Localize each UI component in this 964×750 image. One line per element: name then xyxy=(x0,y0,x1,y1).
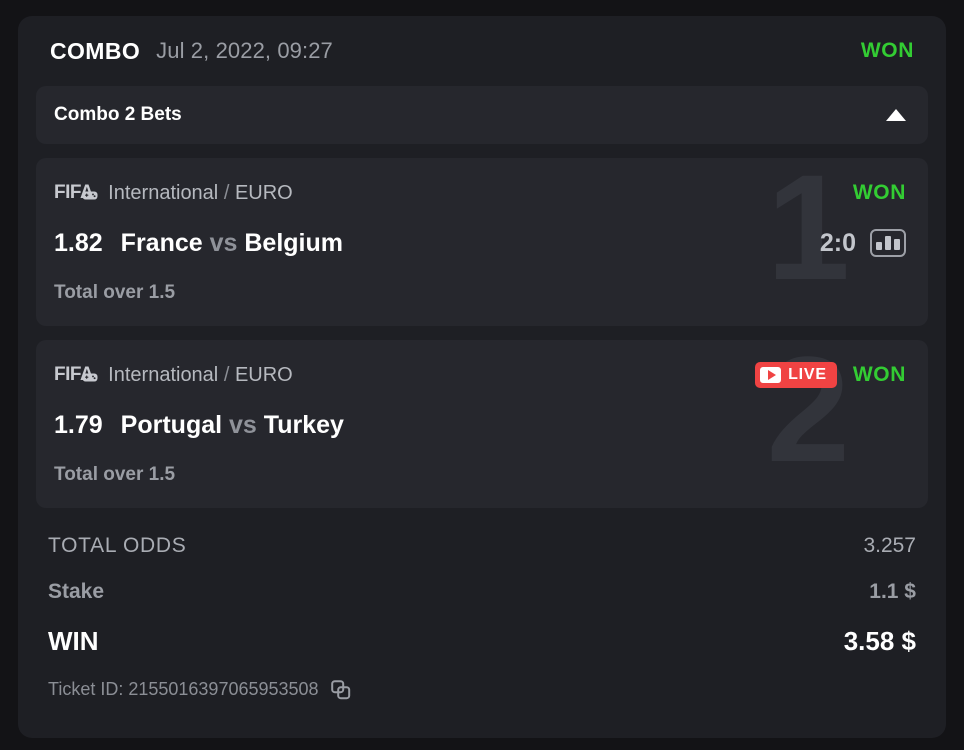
ticket-id-row: Ticket ID: 2155016397065953508 xyxy=(48,679,916,700)
play-triangle xyxy=(767,370,776,380)
bet-market-label: Total over 1.5 xyxy=(54,282,176,303)
bet-status-badge: WON xyxy=(852,181,906,204)
stake-row: Stake 1.1 $ xyxy=(48,580,916,604)
stake-value: 1.1 $ xyxy=(869,580,916,603)
away-team: Turkey xyxy=(263,410,344,439)
win-row: WIN 3.58 $ xyxy=(48,626,916,657)
ticket-totals: TOTAL ODDS 3.257 Stake 1.1 $ WIN 3.58 $ … xyxy=(18,508,946,700)
bar-chart-bar xyxy=(876,242,882,250)
league-separator: / xyxy=(223,363,230,386)
ticket-status-badge: WON xyxy=(860,39,914,62)
bet-market-label: Total over 1.5 xyxy=(54,464,176,485)
vs-label: vs xyxy=(229,410,257,439)
bet-status-badge: WON xyxy=(852,363,906,386)
bet-teams: Portugal vs Turkey xyxy=(121,411,344,440)
ticket-header: COMBO Jul 2, 2022, 09:27 WON xyxy=(18,16,946,86)
win-label: WIN xyxy=(48,626,99,656)
bet-selection-row[interactable]: 1 FIFA International / EURO WON xyxy=(36,158,928,326)
league-competition: EURO xyxy=(234,363,293,386)
vs-label: vs xyxy=(209,228,238,257)
stake-label: Stake xyxy=(48,580,105,603)
bet-odds: 1.79 xyxy=(54,410,103,439)
league-name: International / EURO xyxy=(108,364,293,387)
ticket-date: Jul 2, 2022, 09:27 xyxy=(156,38,333,63)
away-team: Belgium xyxy=(244,228,343,257)
ticket-type-label: COMBO xyxy=(50,37,141,64)
home-team: France xyxy=(120,228,203,257)
bet-odds: 1.82 xyxy=(54,228,103,257)
play-icon xyxy=(760,367,782,383)
home-team: Portugal xyxy=(120,410,223,439)
league-region: International xyxy=(108,181,219,204)
fifa-logo: FIFA xyxy=(54,182,98,204)
bet-league-row: FIFA International / EURO WON xyxy=(54,180,906,206)
bet-league-row: FIFA International / EURO LIVE WON xyxy=(54,362,906,388)
bar-chart-icon[interactable] xyxy=(870,229,906,257)
live-label: LIVE xyxy=(788,366,827,383)
bet-teams: France vs Belgium xyxy=(121,229,343,258)
league-competition: EURO xyxy=(234,181,293,204)
bar-chart-bar xyxy=(885,236,891,250)
league-separator: / xyxy=(223,181,230,204)
total-odds-value: 3.257 xyxy=(863,534,916,557)
ticket-id-text: Ticket ID: 2155016397065953508 xyxy=(48,679,319,699)
gamepad-icon xyxy=(82,188,98,206)
bar-chart-bar xyxy=(894,239,900,250)
bet-selection-row[interactable]: 2 FIFA International / EURO LI xyxy=(36,340,928,508)
live-badge[interactable]: LIVE xyxy=(755,362,837,388)
total-odds-row: TOTAL ODDS 3.257 xyxy=(48,534,916,558)
gamepad-icon xyxy=(82,370,98,388)
league-region: International xyxy=(108,363,219,386)
total-odds-label: TOTAL ODDS xyxy=(48,534,187,557)
match-score: 2:0 xyxy=(819,228,856,257)
bet-match-row: 1.82 France vs Belgium 2:0 xyxy=(54,226,906,260)
copy-icon[interactable] xyxy=(330,679,351,700)
fifa-logo: FIFA xyxy=(54,364,98,386)
bet-match-row: 1.79 Portugal vs Turkey xyxy=(54,408,906,442)
league-name: International / EURO xyxy=(108,182,293,205)
win-value: 3.58 $ xyxy=(843,626,916,656)
combo-bets-label: Combo 2 Bets xyxy=(54,104,182,125)
combo-toggle-bar[interactable]: Combo 2 Bets xyxy=(36,86,928,144)
chevron-up-icon[interactable] xyxy=(886,109,906,121)
bet-ticket-card: COMBO Jul 2, 2022, 09:27 WON Combo 2 Bet… xyxy=(18,16,946,738)
